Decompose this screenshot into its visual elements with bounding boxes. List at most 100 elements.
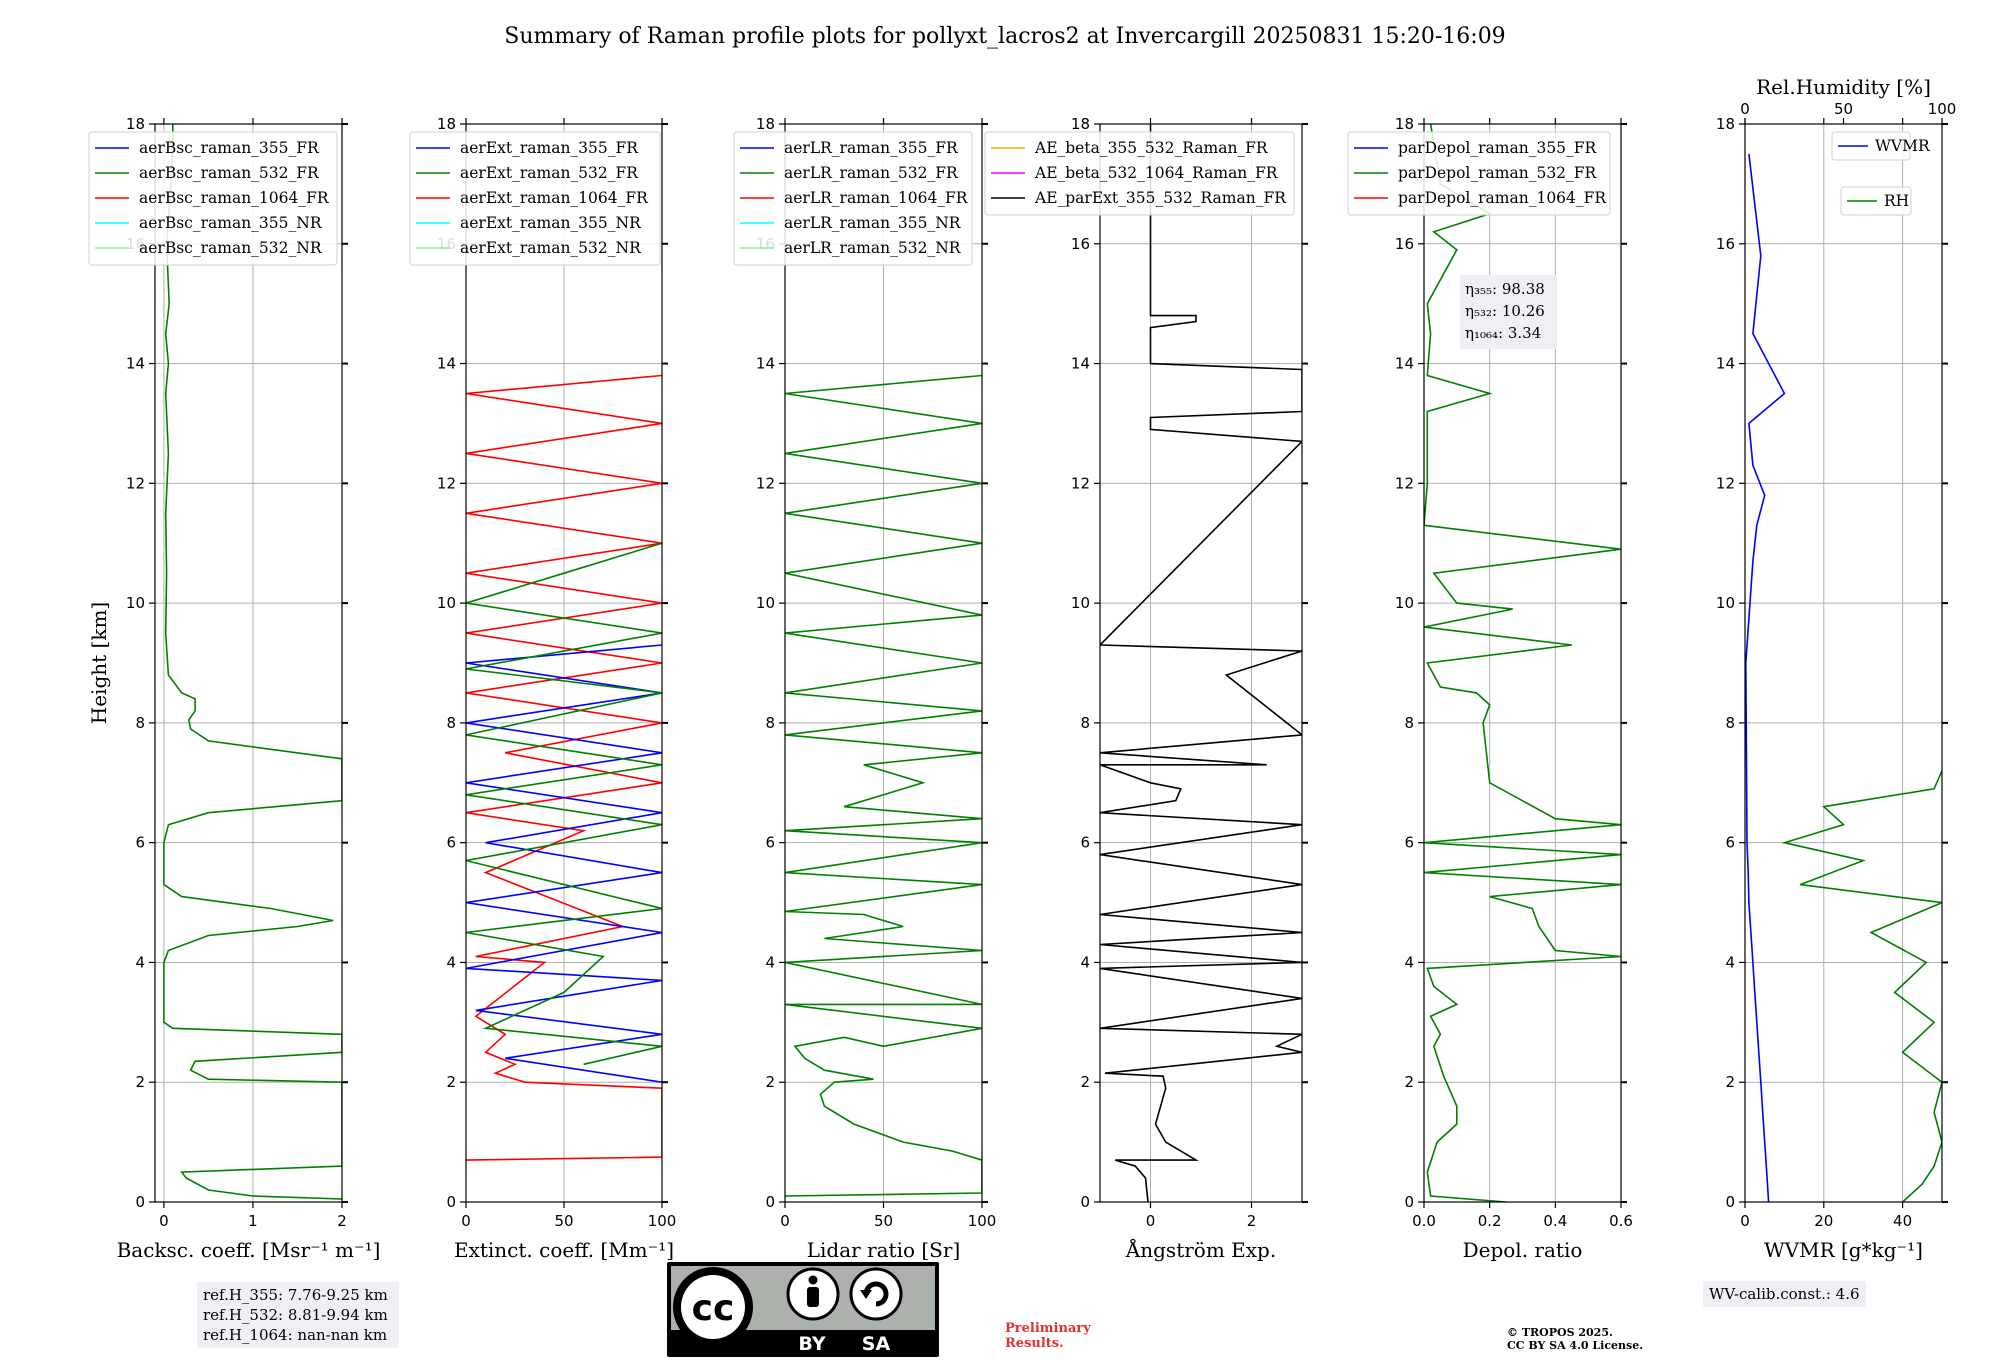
y-tick-label: 0 [1404,1193,1414,1211]
legend-entry-label: aerBsc_raman_355_NR [139,214,323,232]
legend-entry-label: aerExt_raman_532_FR [460,164,639,182]
legend-entry-label: aerBsc_raman_355_FR [139,139,320,157]
series-line-rh [1781,770,1942,1202]
legend-entry-label: aerLR_raman_532_FR [784,164,959,182]
y-tick-label: 14 [1716,355,1735,373]
legend: aerExt_raman_355_FR aerExt_raman_532_FRae… [409,131,661,266]
y-tick-label: 6 [1404,834,1414,852]
y-tick-label: 2 [1404,1073,1414,1091]
x-tick-label: 0.4 [1543,1212,1567,1230]
y-axis-label: Height [km] [87,602,111,724]
y-tick-label: 6 [135,834,145,852]
ref-height-1064: ref.H_1064: nan-nan km [203,1326,387,1344]
x-tick-label: 2 [1247,1212,1257,1230]
y-tick-label: 10 [126,594,145,612]
legend-entry-label: aerBsc_raman_532_FR [139,164,320,182]
panel-5: 0 2 4 6 8 10 12 14 16 18 0.0 0.2 0.4 0.6 Depol. ratio p… [1347,115,1633,1262]
series-line-ae-parext-355-532-raman-fr [1100,124,1302,1202]
y-tick-label: 6 [1080,834,1090,852]
legend-entry-label: RH [1884,192,1909,210]
legend-entry-label: aerExt_raman_1064_FR [460,189,649,207]
legend-wvmr: WVMR [1831,131,1931,161]
y-tick-label: 8 [765,714,775,732]
y-tick-label: 18 [1716,115,1735,133]
y-tick-label: 16 [1395,235,1414,253]
legend: aerLR_raman_355_FR aerLR_raman_532_FR aerL… [733,131,973,266]
y-tick-label: 12 [1716,474,1735,492]
y-tick-label: 0 [1080,1193,1090,1211]
y-tick-label: 4 [446,953,456,971]
x-tick-label: 0 [780,1212,790,1230]
eta-355: η₃₅₅: 98.38 [1465,280,1545,298]
legend-rh: RH [1840,186,1912,216]
reference-height-box: ref.H_355: 7.76-9.25 km ref.H_532: 8.81-… [197,1282,399,1348]
eta-values-box: η₃₅₅: 98.38 η₅₃₂: 10.26 η₁₀₆₄: 3.34 [1460,275,1557,349]
legend-entry-label: parDepol_raman_532_FR [1398,164,1598,182]
series-line-aerlr-raman-532-fr [785,374,982,1197]
ref-height-355: ref.H_355: 7.76-9.25 km [203,1286,388,1304]
x-tick-label: 50 [554,1212,573,1230]
wv-calib-box: WV-calib.const.: 4.6 [1703,1281,1866,1307]
y-tick-label: 16 [1071,235,1090,253]
y-tick-label: 4 [1404,953,1414,971]
y-tick-label: 10 [1071,594,1090,612]
x-tick-label: 100 [648,1212,677,1230]
legend-entry-label: AE_beta_355_532_Raman_FR [1034,139,1269,157]
wv-calib-const: WV-calib.const.: 4.6 [1709,1285,1860,1303]
y-tick-label: 10 [1395,594,1414,612]
x2-axis-label: Rel.Humidity [%] [1756,75,1931,99]
x-tick-label: 0 [1146,1212,1156,1230]
y-tick-label: 12 [437,474,456,492]
x-tick-label: 2 [337,1212,347,1230]
legend-entry-label: aerLR_raman_1064_FR [784,189,969,207]
legend-box [409,131,661,266]
y-tick-label: 8 [1404,714,1414,732]
share-alike-icon [849,1267,903,1321]
license-by-label: BY [798,1333,825,1355]
y-tick-label: 2 [446,1073,456,1091]
y-tick-label: 18 [437,115,456,133]
legend: parDepol_raman_355_FR parDepol_raman_532_… [1347,131,1611,216]
legend-entry-label: aerExt_raman_355_FR [460,139,639,157]
y-tick-label: 12 [1071,474,1090,492]
panel-4: 0 2 4 6 8 10 12 14 16 18 0 2 Ångström Exp. AE_beta_35… [984,115,1308,1262]
y-tick-label: 8 [446,714,456,732]
legend-entry-label: aerBsc_raman_1064_FR [139,189,330,207]
x-axis-label: Lidar ratio [Sr] [807,1238,961,1262]
copyright-line2: CC BY SA 4.0 License. [1507,1339,1643,1352]
x-tick-label: 100 [968,1212,997,1230]
panel-3: 024681012141618050100Lidar ratio [Sr]aer… [733,115,997,1262]
x2-tick-label: 50 [1834,100,1853,118]
y-tick-label: 6 [446,834,456,852]
y-tick-label: 0 [1725,1193,1735,1211]
y-tick-label: 4 [765,953,775,971]
x-axis-label: Backsc. coeff. [Msr⁻¹ m⁻¹] [117,1238,381,1262]
x-axis-label: Extinct. coeff. [Mm⁻¹] [454,1238,674,1262]
preliminary-results-line2: Results. [1005,1336,1064,1351]
y-tick-label: 10 [756,594,775,612]
y-tick-label: 12 [1395,474,1414,492]
panel-2: 024681012141618050100Extinct. coeff. [Mm… [409,115,677,1262]
y-tick-label: 18 [126,115,145,133]
x-tick-label: 20 [1814,1212,1833,1230]
x-axis-label: WVMR [g*kg⁻¹] [1764,1238,1923,1262]
plot-frame [154,123,343,1203]
x-tick-label: 0.2 [1478,1212,1502,1230]
x-axis-label: Ångström Exp. [1125,1237,1276,1262]
legend-entry-label: aerExt_raman_355_NR [460,214,642,232]
y-tick-label: 12 [756,474,775,492]
y-tick-label: 6 [1725,834,1735,852]
y-tick-label: 0 [446,1193,456,1211]
y-tick-label: 4 [1080,953,1090,971]
plot-frame [1744,123,1943,1203]
legend: aerBsc_raman_355_FR aerBsc_raman_532_FRae… [88,131,338,266]
legend-entry-label: parDepol_raman_1064_FR [1398,189,1607,207]
y-tick-label: 6 [765,834,775,852]
preliminary-results-line1: Preliminary [1005,1321,1091,1336]
legend-entry-label: parDepol_raman_355_FR [1398,139,1598,157]
legend-box [1347,131,1611,216]
copyright-line1: © TROPOS 2025. [1507,1326,1613,1339]
x2-tick-label: 100 [1928,100,1957,118]
